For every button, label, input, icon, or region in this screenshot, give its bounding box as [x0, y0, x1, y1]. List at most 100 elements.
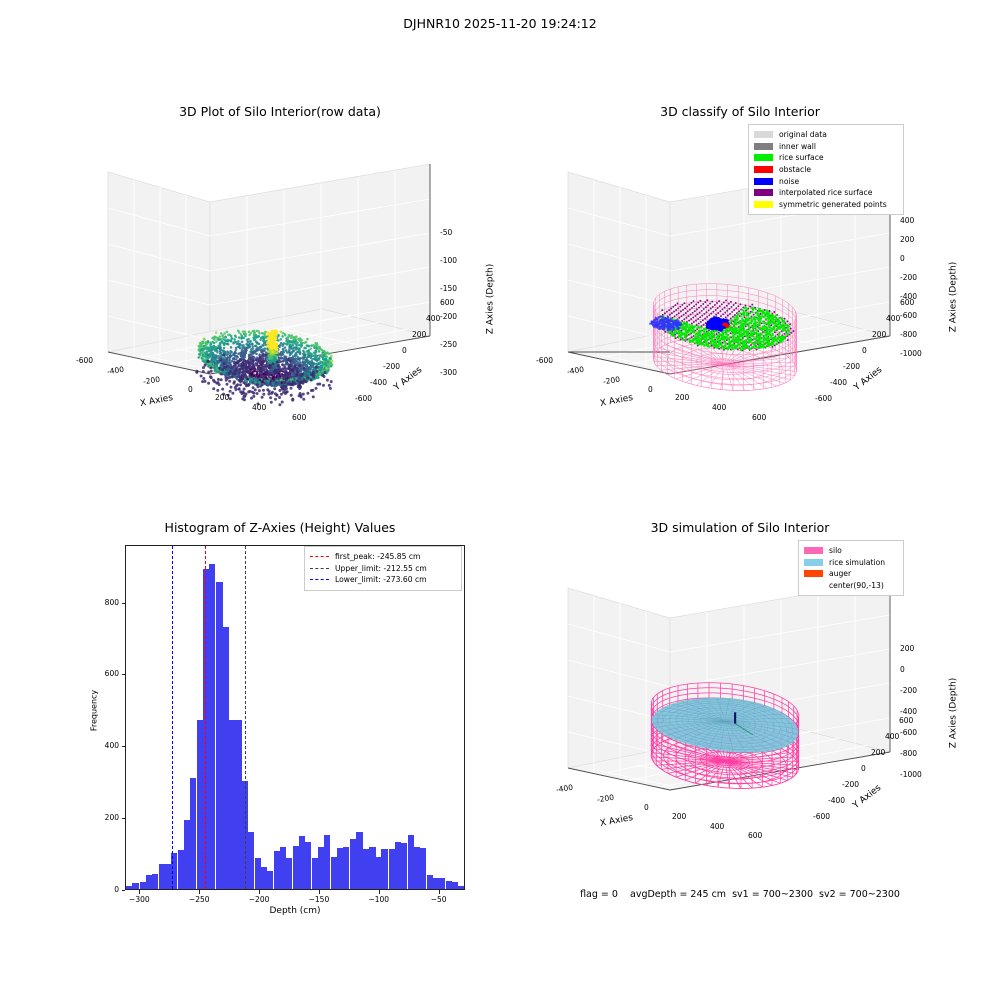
- histogram-bar: [170, 853, 178, 889]
- sim-ytick-4: 200: [871, 748, 886, 757]
- axes-3d-classify[interactable]: -600 -400 -200 0 200 400 600 X Axies -60…: [520, 124, 960, 474]
- sim-ytick-6: 600: [899, 716, 914, 725]
- histogram-bar: [177, 850, 185, 889]
- threshold-line-first-peak: [205, 546, 207, 889]
- raw-ztick-2: -150: [440, 284, 458, 293]
- axes-3d-simulation-canvas: [567, 579, 891, 792]
- panel-3d-classify: 3D classify of Silo Interior: [520, 104, 960, 474]
- panel-3d-raw-data: 3D Plot of Silo Interior(row data): [60, 104, 500, 474]
- histogram-plot-area[interactable]: [125, 545, 465, 890]
- histogram-x-tick-mark: [438, 890, 440, 894]
- cls-ztick-1: 200: [900, 235, 915, 244]
- histogram-bar: [222, 626, 229, 889]
- cls-ytick-5: 400: [886, 314, 901, 323]
- histogram-bar: [203, 569, 210, 889]
- legend-simulation[interactable]: silo rice simulation auger center(90,-13…: [798, 540, 904, 597]
- sim-ztick-5: -800: [900, 749, 918, 758]
- histogram-bar: [304, 842, 312, 889]
- sim-xtick-5: 600: [748, 831, 763, 840]
- legend-label-center: center(90,-13): [829, 581, 884, 591]
- legend-label-obstacle: obstacle: [779, 165, 812, 175]
- cls-zaxis-label: Z Axies (Depth): [948, 261, 959, 333]
- histogram-bar: [369, 846, 376, 889]
- legend-label-silo: silo: [829, 546, 842, 556]
- histogram-bar: [151, 873, 158, 889]
- legend-label-inner-wall: inner wall: [779, 141, 817, 151]
- histogram-x-tick-label: −150: [308, 895, 330, 904]
- histogram-bar: [375, 856, 382, 889]
- cls-ytick-3: 0: [862, 346, 867, 355]
- legend-label-noise: noise: [779, 176, 800, 186]
- raw-xtick-6: 600: [292, 413, 307, 422]
- cls-xtick-4: 200: [675, 393, 690, 402]
- legend-line-upper-limit: [310, 567, 329, 569]
- raw-ytick-0: -600: [355, 394, 373, 403]
- panel-3d-simulation: 3D simulation of Silo Interior: [520, 520, 960, 890]
- cls-ztick-6: -800: [900, 330, 918, 339]
- histogram-x-tick-label: −250: [188, 895, 210, 904]
- histogram-bar: [139, 881, 146, 889]
- legend-label-original-data: original data: [779, 130, 827, 140]
- histogram-bar: [317, 846, 325, 889]
- sim-ztick-2: -200: [900, 686, 918, 695]
- legend-item-inner-wall: inner wall: [754, 141, 898, 153]
- histogram-y-tick-label: 0: [114, 885, 119, 894]
- histogram-bar: [164, 863, 172, 889]
- histogram-bar: [458, 886, 465, 889]
- histogram-bar: [189, 777, 197, 889]
- histogram-bar: [446, 881, 453, 889]
- legend-swatch-symmetric-generated-points: [754, 200, 773, 208]
- raw-ztick-4: -250: [440, 340, 458, 349]
- legend-item-symmetric-generated-points: symmetric generated points: [754, 199, 898, 211]
- axes-histogram[interactable]: 0 200 400 600 800 −300 −250 −200 −150 −100 −50 Fr…: [60, 520, 500, 920]
- histogram-y-tick-mark: [121, 674, 125, 676]
- histogram-bar: [126, 886, 133, 889]
- cls-ztick-5: -600: [900, 311, 918, 320]
- legend-label-interpolated-rice-surface: interpolated rice surface: [779, 188, 873, 198]
- sim-zaxis-label: Z Axies (Depth): [948, 677, 959, 749]
- panel-title-3d-simulation: 3D simulation of Silo Interior: [650, 520, 830, 535]
- histogram-y-tick-mark: [121, 602, 125, 604]
- histogram-bar: [228, 720, 235, 889]
- axes-3d-raw[interactable]: -600 -400 -200 0 200 400 600 X Axies -60…: [60, 124, 500, 474]
- axes-3d-classify-canvas: [567, 163, 891, 391]
- legend-label-rice-surface: rice surface: [779, 153, 824, 163]
- legend-classify[interactable]: original data inner wall rice surface ob…: [748, 124, 904, 216]
- legend-item-noise: noise: [754, 175, 898, 187]
- raw-zaxis-label: Z Axies (Depth): [485, 263, 496, 335]
- legend-line-lower-limit: [310, 579, 329, 581]
- legend-histogram[interactable]: first_peak: -245.85 cm Upper_limit: -212…: [304, 546, 462, 591]
- histogram-bar: [279, 846, 286, 889]
- histogram-y-tick-label: 600: [104, 669, 119, 679]
- sim-ytick-5: 400: [885, 732, 900, 741]
- histogram-bar: [132, 882, 139, 889]
- histogram-bar: [432, 878, 440, 889]
- legend-item-rice-simulation: rice simulation: [804, 557, 898, 569]
- histogram-y-tick-mark: [121, 890, 125, 891]
- histogram-bar: [356, 832, 363, 889]
- histogram-bar: [323, 835, 331, 889]
- histogram-y-tick-label: 800: [104, 597, 119, 607]
- sim-ytick-2: -200: [842, 780, 860, 789]
- legend-item-lower-limit: Lower_limit: -273.60 cm: [310, 574, 456, 586]
- legend-swatch-noise: [754, 177, 773, 185]
- axes-3d-simulation[interactable]: -400 -200 0 200 400 600 X Axies -600 -40…: [520, 540, 960, 890]
- legend-swatch-rice-surface: [754, 154, 773, 162]
- legend-swatch-inner-wall: [754, 142, 773, 150]
- legend-swatch-obstacle: [754, 166, 773, 174]
- cls-xtick-3: 0: [648, 385, 653, 394]
- legend-label-symmetric-generated-points: symmetric generated points: [779, 199, 887, 209]
- sim-xtick-2: 0: [644, 803, 649, 812]
- histogram-y-tick-mark: [121, 818, 125, 820]
- sim-ztick-0: 200: [900, 644, 915, 653]
- status-line: flag = 0 avgDepth = 245 cm sv1 = 700~230…: [580, 889, 900, 900]
- cls-ytick-2: -200: [843, 362, 861, 371]
- cls-xtick-6: 600: [752, 413, 767, 422]
- sim-ytick-0: -600: [813, 812, 831, 821]
- legend-item-auger: auger: [804, 568, 898, 580]
- sim-ztick-6: -1000: [900, 770, 922, 779]
- legend-item-original-data: original data: [754, 129, 898, 141]
- histogram-bar: [388, 848, 395, 889]
- raw-ztick-0: -50: [440, 228, 453, 237]
- raw-ztick-5: -300: [440, 368, 458, 377]
